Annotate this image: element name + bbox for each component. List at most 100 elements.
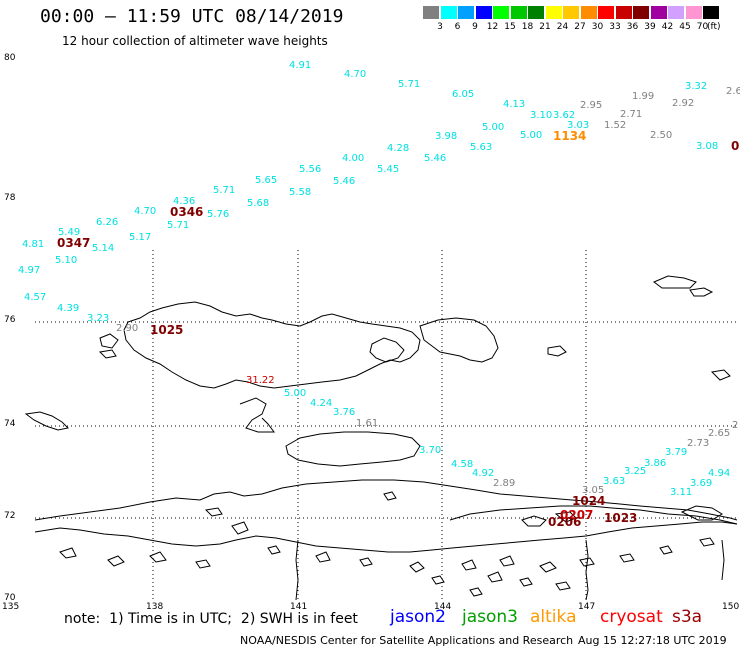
wave-height-value: 2.50 — [650, 130, 672, 141]
island-october-revolution — [123, 301, 421, 389]
wave-height-value: 5.58 — [289, 187, 311, 198]
latitude-label: 80 — [4, 53, 16, 63]
legend-swatch — [440, 6, 457, 19]
wave-height-value: 3.05 — [582, 485, 604, 496]
longitude-label: 150 — [722, 602, 739, 612]
legend-swatch — [633, 6, 649, 19]
pass-time-label: 0207 — [560, 508, 593, 522]
lake-3 — [383, 491, 397, 501]
lake-8 — [195, 559, 211, 569]
legend-label: 39 — [644, 22, 656, 32]
wave-height-value: 5.46 — [424, 153, 446, 164]
pass-time-label: 1025 — [150, 323, 183, 337]
mainland-coast — [34, 479, 738, 521]
wave-height-value: 6.26 — [96, 217, 118, 228]
lake-13 — [461, 559, 477, 571]
latitude-label: 70 — [4, 593, 16, 603]
legend-label: 6 — [454, 22, 461, 32]
wave-height-value: 3.32 — [685, 81, 707, 92]
wave-height-value: 6.05 — [452, 89, 474, 100]
wave-height-value: 4.91 — [289, 60, 311, 71]
island-hook — [239, 397, 275, 433]
wave-height-value: 5.71 — [213, 185, 235, 196]
wave-height-value: 5.00 — [482, 122, 504, 133]
lake-22 — [555, 581, 571, 591]
satellite-label-jason2: jason2 — [390, 607, 446, 627]
island-small-west — [99, 333, 119, 349]
wave-height-value: 5.63 — [470, 142, 492, 153]
island-east-small2 — [710, 369, 731, 381]
lake-7 — [149, 551, 167, 563]
wave-height-value: 5.71 — [167, 220, 189, 231]
legend-label: 24 — [556, 22, 569, 32]
latitude-label: 72 — [4, 511, 15, 521]
wave-height-value: 4.39 — [57, 303, 79, 314]
wave-height-value: 1.52 — [604, 120, 626, 131]
wave-height-value: 3.23 — [87, 313, 109, 324]
latitude-label: 74 — [4, 419, 16, 429]
lake-1 — [521, 515, 547, 527]
wave-height-value: 31.22 — [246, 375, 275, 386]
wave-height-value: 5.00 — [520, 130, 542, 141]
island-north-east — [419, 317, 499, 363]
legend-label: 33 — [609, 22, 621, 32]
longitude-label: 141 — [290, 602, 307, 612]
legend-swatch — [685, 6, 702, 19]
lake-20 — [487, 571, 503, 583]
legend-label: 9 — [472, 22, 478, 32]
wave-height-value: 3.69 — [690, 478, 712, 489]
lake-6 — [107, 555, 125, 567]
legend-label: 18 — [521, 22, 534, 32]
legend-swatch — [493, 6, 509, 19]
island-small-west2 — [98, 349, 117, 359]
pass-time-label: 1024 — [572, 494, 605, 508]
wave-height-value: 3.25 — [624, 466, 646, 477]
lake-10 — [315, 551, 331, 563]
wave-height-value: 2.73 — [687, 438, 709, 449]
lake-5 — [231, 521, 249, 535]
wave-height-value: 3.98 — [435, 131, 457, 142]
wave-height-value: 3.62 — [553, 110, 575, 121]
wave-height-value: 5.68 — [247, 198, 269, 209]
pass-time-label: 0346 — [170, 205, 203, 219]
lake-9 — [267, 545, 281, 555]
lake-23 — [431, 575, 445, 585]
wave-height-value: 4.58 — [451, 459, 473, 470]
latitude-label: 78 — [4, 193, 16, 203]
legend-swatch — [650, 6, 667, 19]
wave-height-value: 3.08 — [696, 141, 718, 152]
legend-label: 42 — [661, 22, 674, 32]
lake-14 — [499, 555, 515, 567]
island-east-small — [547, 345, 567, 357]
wave-height-value: 4.28 — [387, 143, 409, 154]
wave-height-value: 3.70 — [419, 445, 441, 456]
island-small-east — [369, 337, 405, 363]
lake-21 — [519, 577, 533, 587]
longitude-label: 147 — [578, 602, 595, 612]
wave-height-value: 4.94 — [708, 468, 730, 479]
legend-label: 70 — [696, 22, 709, 32]
coastlines — [24, 275, 738, 601]
delta-islands — [449, 505, 738, 525]
legend-swatch — [668, 6, 684, 19]
wave-height-value: 4.97 — [18, 265, 40, 276]
river-1 — [585, 539, 589, 601]
satellite-label-altika: altika — [530, 607, 577, 627]
island-east-coast — [680, 505, 723, 521]
wave-height-value: 3.10 — [530, 110, 552, 121]
wave-height-value: 5.14 — [92, 243, 114, 254]
river-3 — [721, 539, 725, 581]
lake-16 — [579, 557, 595, 567]
wave-height-value: 5.65 — [255, 175, 277, 186]
island-east-top — [653, 275, 697, 289]
legend-label: 15 — [504, 22, 516, 32]
map-subtitle: 12 hour collection of altimeter wave hei… — [62, 34, 328, 48]
wave-height-value: 4.00 — [342, 153, 364, 164]
wave-height-value: 5.56 — [299, 164, 321, 175]
wave-height-value: 5.49 — [58, 227, 80, 238]
legend-label: 21 — [539, 22, 551, 32]
footer-note: note: 1) Time is in UTC; 2) SWH is in fe… — [64, 611, 358, 627]
lake-17 — [619, 553, 635, 563]
lake-11 — [359, 557, 373, 567]
